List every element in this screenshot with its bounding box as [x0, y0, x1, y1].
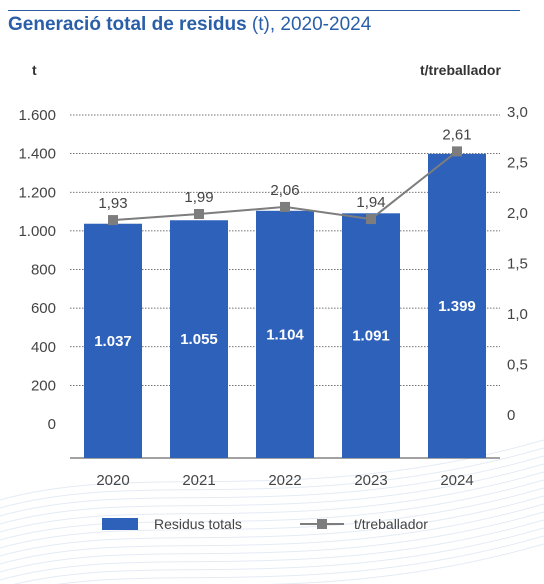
bar [256, 210, 314, 458]
chart-title-main: Generació total de residus [8, 14, 247, 35]
left-tick-label: 1.200 [18, 184, 56, 201]
bar-value-label: 1.037 [94, 333, 132, 350]
line-point [194, 209, 204, 220]
wave-line [13, 527, 544, 584]
legend-item-bars: Residus totals [102, 516, 242, 532]
left-tick-label: 1.000 [18, 223, 56, 240]
bar [428, 153, 486, 459]
line-point [366, 214, 376, 225]
legend-bars-label: Residus totals [154, 516, 242, 532]
right-tick-label: 1,5 [507, 256, 528, 273]
title-rule [8, 10, 520, 11]
line-value-label: 2,61 [442, 126, 471, 143]
bar-value-label: 1.399 [438, 298, 476, 315]
wave-line [267, 543, 544, 584]
bar-value-label: 1.055 [180, 331, 218, 348]
wave-line [0, 519, 544, 581]
left-tick-label: 800 [31, 262, 56, 279]
bar [342, 213, 400, 458]
right-axis-ticks: 0 0,5 1,0 1,5 2,0 2,5 3,0 [507, 104, 528, 424]
wave-line [0, 463, 544, 525]
left-tick-label: 600 [31, 300, 56, 317]
bar-value-labels: 1.037 1.055 1.104 1.091 1.399 [94, 298, 476, 350]
left-axis-ticks: 0 200 400 600 800 1.000 1.200 1.400 1.600 [18, 107, 56, 433]
wave-line [0, 495, 544, 557]
line-series [108, 146, 462, 226]
bar [84, 223, 142, 458]
left-tick-label: 0 [48, 416, 56, 433]
background-waves [0, 439, 544, 584]
wave-line [0, 487, 544, 549]
line-point [452, 146, 462, 157]
wave-line [0, 447, 544, 509]
x-tick-label: 2022 [268, 472, 301, 489]
line-value-label: 1,94 [356, 194, 385, 211]
line-point [108, 215, 118, 226]
right-tick-label: 0 [507, 407, 515, 424]
chart-title-suffix: (t), 2020-2024 [246, 14, 372, 35]
wave-line [0, 439, 544, 501]
x-tick-label: 2020 [96, 472, 129, 489]
left-tick-label: 1.400 [18, 146, 56, 163]
line-value-labels: 1,93 1,99 2,06 1,94 2,61 [98, 126, 471, 212]
x-tick-label: 2021 [182, 472, 215, 489]
right-tick-label: 0,5 [507, 357, 528, 374]
bar [170, 220, 228, 458]
line-point [280, 201, 290, 212]
right-tick-label: 3,0 [507, 104, 528, 121]
right-axis-unit: t/treballador [420, 62, 501, 78]
left-tick-label: 200 [31, 377, 56, 394]
wave-line [56, 535, 544, 584]
x-tick-label: 2024 [440, 472, 473, 489]
line-value-label: 2,06 [270, 182, 299, 199]
left-tick-label: 400 [31, 339, 56, 356]
legend-bar-swatch [102, 518, 138, 530]
x-axis-ticks: 2020 2021 2022 2023 2024 [96, 472, 473, 489]
wave-line [0, 471, 544, 533]
legend-line-label: t/treballador [354, 516, 428, 532]
wave-line [0, 511, 544, 573]
left-tick-label: 1.600 [18, 107, 56, 124]
right-tick-label: 1,0 [507, 306, 528, 323]
right-tick-label: 2,0 [507, 205, 528, 222]
legend-line-swatch [300, 517, 344, 531]
bar-value-label: 1.091 [352, 328, 390, 345]
wave-line [0, 503, 544, 565]
legend-item-line: t/treballador [300, 516, 428, 532]
chart-title: Generació total de residus (t), 2020-202… [8, 14, 371, 36]
legend-line-marker [317, 519, 327, 529]
wave-line [0, 455, 544, 517]
right-tick-label: 2,5 [507, 155, 528, 172]
line-value-label: 1,93 [98, 195, 127, 212]
bar-value-label: 1.104 [266, 326, 304, 343]
wave-line [0, 479, 544, 541]
x-tick-label: 2023 [354, 472, 387, 489]
left-axis-unit: t [32, 62, 37, 78]
bar-series [84, 153, 486, 459]
legend: Residus totals t/treballador [0, 516, 544, 540]
line-value-label: 1,99 [184, 189, 213, 206]
